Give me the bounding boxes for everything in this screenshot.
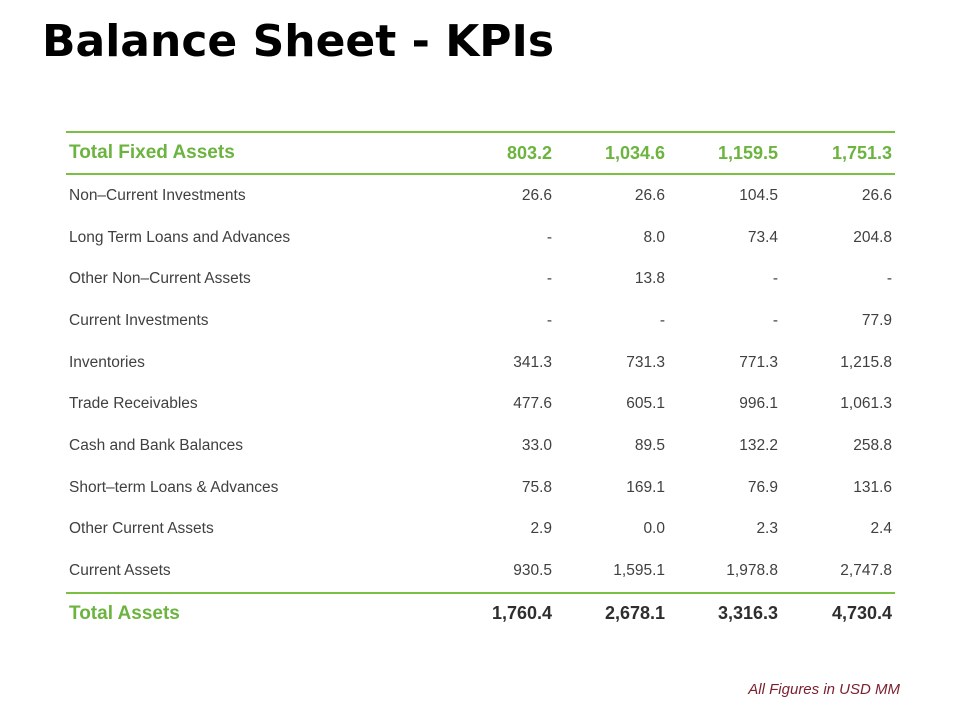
row-value: 1,061.3	[840, 395, 892, 413]
row-label: Long Term Loans and Advances	[69, 228, 291, 246]
table-row: Short–term Loans & Advances 75.8 169.1 7…	[66, 467, 895, 509]
row-value: 2.4	[870, 520, 892, 538]
row-value: 258.8	[853, 436, 892, 454]
row-value: -	[886, 270, 892, 288]
table-row: Long Term Loans and Advances - 8.0 73.4 …	[66, 217, 895, 259]
table-row: Non–Current Investments 26.6 26.6 104.5 …	[66, 174, 895, 217]
units-footnote: All Figures in USD MM	[748, 681, 900, 698]
row-label: Inventories	[69, 353, 145, 371]
row-value: 477.6	[513, 395, 552, 413]
row-value: 2,678.1	[555, 591, 668, 634]
row-value: 76.9	[747, 478, 778, 496]
row-value: 930.5	[513, 562, 552, 580]
total-fixed-assets-row: Total Fixed Assets 803.2 1,034.6 1,159.5…	[66, 131, 895, 175]
row-value: 731.3	[626, 353, 665, 371]
row-value: -	[546, 311, 552, 329]
row-value: 341.3	[513, 353, 552, 371]
row-label: Current Assets	[69, 562, 171, 580]
row-value: 2.9	[530, 520, 552, 538]
row-value: -	[772, 270, 778, 288]
row-value: 169.1	[626, 478, 665, 496]
row-value: 1,751.3	[781, 131, 895, 175]
row-value: 26.6	[861, 186, 892, 204]
row-value: 605.1	[626, 395, 665, 413]
row-value: 2,747.8	[840, 562, 892, 580]
row-value: -	[546, 228, 552, 246]
row-label: Cash and Bank Balances	[69, 436, 244, 454]
table-row: Cash and Bank Balances 33.0 89.5 132.2 2…	[66, 425, 895, 467]
row-value: 1,215.8	[840, 353, 892, 371]
table-row: Inventories 341.3 731.3 771.3 1,215.8	[66, 342, 895, 384]
row-value: 33.0	[521, 436, 552, 454]
balance-sheet-table: Total Fixed Assets 803.2 1,034.6 1,159.5…	[66, 131, 895, 634]
row-value: 2.3	[756, 520, 778, 538]
row-value: -	[659, 311, 665, 329]
row-value: 13.8	[634, 270, 665, 288]
row-value: 75.8	[521, 478, 552, 496]
table-row: Current Investments - - - 77.9	[66, 300, 895, 342]
row-label: Other Non–Current Assets	[69, 270, 251, 288]
page-title: Balance Sheet - KPIs	[42, 16, 555, 67]
row-value: -	[772, 311, 778, 329]
row-value: 26.6	[634, 186, 665, 204]
row-label: Total Fixed Assets	[66, 131, 442, 175]
row-value: 8.0	[643, 228, 665, 246]
row-label: Total Assets	[66, 591, 442, 634]
row-value: 1,978.8	[726, 562, 778, 580]
row-value: 1,034.6	[555, 131, 668, 175]
row-value: 204.8	[853, 228, 892, 246]
row-value: 77.9	[861, 311, 892, 329]
row-value: -	[546, 270, 552, 288]
row-value: 0.0	[643, 520, 665, 538]
row-value: 1,595.1	[613, 562, 665, 580]
table-row: Other Current Assets 2.9 0.0 2.3 2.4	[66, 509, 895, 551]
row-label: Non–Current Investments	[69, 186, 246, 204]
total-assets-row: Total Assets 1,760.4 2,678.1 3,316.3 4,7…	[66, 591, 895, 634]
row-value: 771.3	[739, 353, 778, 371]
row-value: 3,316.3	[668, 591, 781, 634]
row-value: 996.1	[739, 395, 778, 413]
row-value: 26.6	[521, 186, 552, 204]
table-row: Current Assets 930.5 1,595.1 1,978.8 2,7…	[66, 550, 895, 593]
row-label: Other Current Assets	[69, 520, 214, 538]
row-value: 104.5	[739, 186, 778, 204]
row-value: 73.4	[747, 228, 778, 246]
row-label: Trade Receivables	[69, 395, 198, 413]
row-value: 4,730.4	[781, 591, 895, 634]
row-value: 1,159.5	[668, 131, 781, 175]
row-value: 89.5	[634, 436, 665, 454]
row-label: Short–term Loans & Advances	[69, 478, 279, 496]
row-value: 1,760.4	[442, 591, 555, 634]
table-row: Trade Receivables 477.6 605.1 996.1 1,06…	[66, 383, 895, 425]
row-value: 803.2	[442, 131, 555, 175]
row-label: Current Investments	[69, 311, 209, 329]
table-row: Other Non–Current Assets - 13.8 - -	[66, 258, 895, 300]
row-value: 131.6	[853, 478, 892, 496]
row-value: 132.2	[739, 436, 778, 454]
